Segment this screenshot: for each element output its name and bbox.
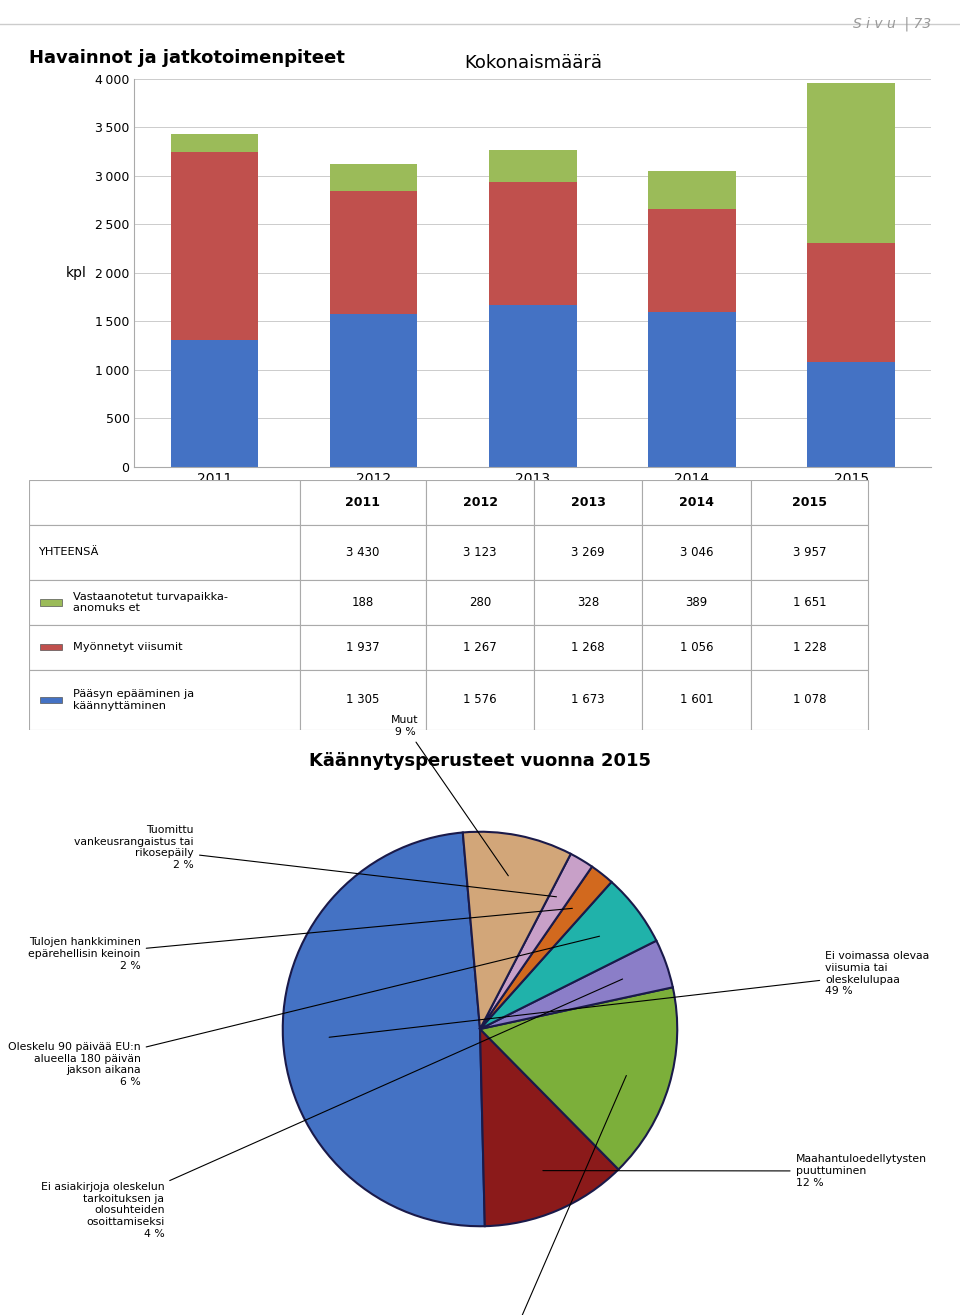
Text: 1 673: 1 673 [571, 693, 605, 706]
Wedge shape [480, 882, 657, 1028]
Wedge shape [480, 1028, 618, 1226]
Wedge shape [480, 853, 592, 1028]
Text: 1 268: 1 268 [571, 640, 605, 654]
Text: 3 957: 3 957 [793, 546, 827, 559]
Text: 2012: 2012 [463, 496, 497, 509]
Text: 1 305: 1 305 [346, 693, 379, 706]
Text: Tuomittu
vankeusrangaistus tai
rikosepäily
2 %: Tuomittu vankeusrangaistus tai rikosepäi… [75, 825, 557, 897]
Text: 328: 328 [577, 596, 599, 609]
Text: Vastaanotetut turvapaikka-
anomuks et: Vastaanotetut turvapaikka- anomuks et [73, 592, 228, 613]
Text: Oleskelu 90 päivää EU:n
alueella 180 päivän
jakson aikana
6 %: Oleskelu 90 päivää EU:n alueella 180 päi… [8, 936, 600, 1088]
FancyBboxPatch shape [751, 480, 868, 525]
Text: YHTEENSÄ: YHTEENSÄ [37, 547, 98, 558]
Y-axis label: kpl: kpl [65, 266, 86, 280]
Text: 1 267: 1 267 [463, 640, 497, 654]
FancyBboxPatch shape [300, 580, 426, 625]
Text: Pääsyn epääminen ja
käännyttäminen: Pääsyn epääminen ja käännyttäminen [73, 689, 194, 710]
FancyBboxPatch shape [534, 525, 642, 580]
Text: 188: 188 [351, 596, 373, 609]
Bar [807, 243, 895, 362]
Text: 280: 280 [468, 596, 492, 609]
Bar [171, 341, 258, 467]
Wedge shape [480, 867, 612, 1028]
FancyBboxPatch shape [426, 669, 534, 730]
Bar [807, 362, 895, 467]
FancyBboxPatch shape [642, 580, 751, 625]
Bar [648, 171, 735, 209]
Bar [330, 164, 418, 191]
Text: Tulojen hankkiminen
epärehellisin keinoin
2 %: Tulojen hankkiminen epärehellisin keinoi… [29, 909, 572, 970]
Text: Ei voimassa olevaa
viisumia tai
oleskelulupaa
49 %: Ei voimassa olevaa viisumia tai oleskelu… [329, 951, 929, 1038]
Text: 1 056: 1 056 [680, 640, 713, 654]
FancyBboxPatch shape [300, 525, 426, 580]
FancyBboxPatch shape [29, 625, 300, 669]
FancyBboxPatch shape [426, 525, 534, 580]
Bar [171, 153, 258, 341]
Text: Maahantuloedellytysten
puuttuminen
12 %: Maahantuloedellytysten puuttuminen 12 % [543, 1155, 926, 1187]
FancyBboxPatch shape [534, 625, 642, 669]
Text: S i v u  | 73: S i v u | 73 [852, 17, 931, 32]
FancyBboxPatch shape [751, 669, 868, 730]
Bar [648, 209, 735, 312]
FancyBboxPatch shape [642, 525, 751, 580]
Text: 1 228: 1 228 [793, 640, 827, 654]
Text: Muut
9 %: Muut 9 % [392, 715, 508, 876]
FancyBboxPatch shape [300, 625, 426, 669]
Text: 3 430: 3 430 [346, 546, 379, 559]
FancyBboxPatch shape [534, 480, 642, 525]
Bar [39, 600, 62, 605]
FancyBboxPatch shape [426, 480, 534, 525]
FancyBboxPatch shape [751, 625, 868, 669]
Text: 1 576: 1 576 [463, 693, 497, 706]
Bar [171, 134, 258, 153]
Text: Myönnetyt viisumit: Myönnetyt viisumit [73, 642, 182, 652]
Text: 1 078: 1 078 [793, 693, 827, 706]
Text: Sisäinen turvallisuus,
kansanterveys,
kansainväliset suhteet
16 %: Sisäinen turvallisuus, kansanterveys, ka… [439, 1076, 626, 1315]
FancyBboxPatch shape [29, 580, 300, 625]
FancyBboxPatch shape [29, 480, 300, 525]
Bar [489, 181, 577, 305]
Text: 389: 389 [685, 596, 708, 609]
FancyBboxPatch shape [751, 580, 868, 625]
Wedge shape [480, 940, 673, 1028]
Text: 2014: 2014 [679, 496, 714, 509]
FancyBboxPatch shape [642, 625, 751, 669]
Text: 2011: 2011 [346, 496, 380, 509]
Text: 2015: 2015 [792, 496, 827, 509]
Wedge shape [463, 831, 571, 1028]
FancyBboxPatch shape [29, 525, 300, 580]
Wedge shape [480, 988, 677, 1169]
FancyBboxPatch shape [426, 625, 534, 669]
FancyBboxPatch shape [751, 525, 868, 580]
Text: Havainnot ja jatkotoimenpiteet: Havainnot ja jatkotoimenpiteet [29, 49, 345, 67]
Text: 3 269: 3 269 [571, 546, 605, 559]
FancyBboxPatch shape [29, 669, 300, 730]
Bar [489, 150, 577, 181]
FancyBboxPatch shape [642, 669, 751, 730]
Text: 2013: 2013 [571, 496, 606, 509]
Text: 1 601: 1 601 [680, 693, 713, 706]
Text: 1 937: 1 937 [346, 640, 379, 654]
Text: Ei asiakirjoja oleskelun
tarkoituksen ja
olosuhteiden
osoittamiseksi
4 %: Ei asiakirjoja oleskelun tarkoituksen ja… [40, 978, 623, 1239]
Bar [489, 305, 577, 467]
Title: Kokonaismäärä: Kokonaismäärä [464, 54, 602, 72]
Bar [330, 191, 418, 314]
FancyBboxPatch shape [426, 580, 534, 625]
FancyBboxPatch shape [300, 480, 426, 525]
Bar [330, 314, 418, 467]
Bar [807, 83, 895, 243]
FancyBboxPatch shape [534, 669, 642, 730]
Bar [39, 644, 62, 651]
FancyBboxPatch shape [300, 669, 426, 730]
Bar [648, 312, 735, 467]
FancyBboxPatch shape [642, 480, 751, 525]
Text: 3 046: 3 046 [680, 546, 713, 559]
Wedge shape [283, 832, 485, 1226]
Text: 3 123: 3 123 [464, 546, 496, 559]
Text: Käännytysperusteet vuonna 2015: Käännytysperusteet vuonna 2015 [309, 752, 651, 771]
Bar [39, 697, 62, 704]
FancyBboxPatch shape [534, 580, 642, 625]
Text: 1 651: 1 651 [793, 596, 827, 609]
